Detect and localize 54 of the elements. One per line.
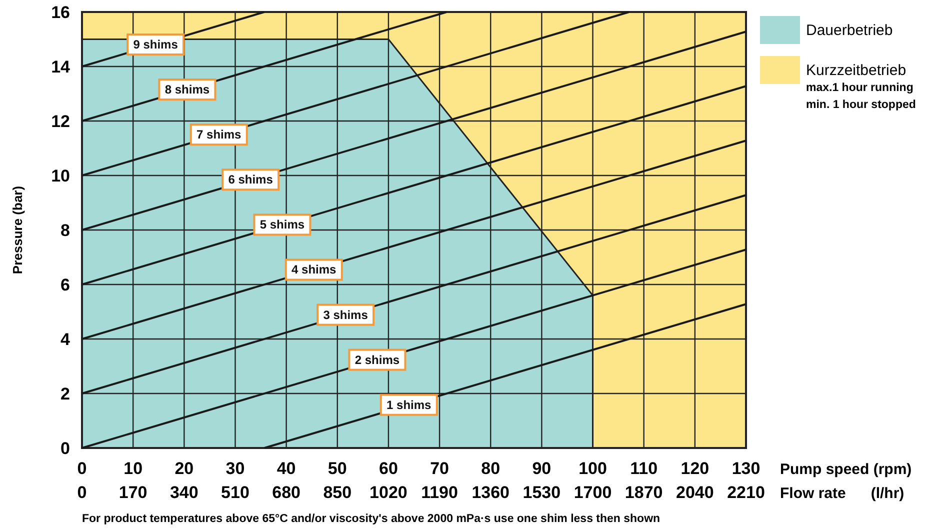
x-tick-label: 70 (430, 459, 449, 478)
series-label: 1 shims (386, 398, 432, 412)
series-label: 6 shims (228, 172, 274, 187)
x2-tick-label: 1190 (421, 483, 458, 502)
x-tick-label: 0 (77, 459, 87, 478)
x2-tick-label: 680 (272, 483, 300, 502)
x-tick-label: 10 (124, 459, 143, 478)
y-tick-label: 8 (60, 221, 70, 240)
x2-tick-label: 850 (323, 483, 352, 502)
y-tick-label: 12 (51, 112, 70, 131)
y-tick-label: 6 (60, 276, 70, 294)
x2-tick-label: 0 (77, 483, 87, 502)
x2-tick-label: 170 (118, 483, 148, 502)
x2-tick-label: 1870 (624, 483, 663, 502)
x2-tick-label: 1360 (472, 483, 510, 502)
x-tick-label: 40 (276, 459, 296, 478)
x2-tick-label: 510 (221, 483, 250, 502)
y-tick-label: 16 (51, 3, 70, 22)
x-tick-label: 80 (481, 459, 500, 478)
y-axis-title: Pressure (bar) (10, 186, 25, 274)
x-tick-label: 120 (680, 459, 710, 478)
y-tick-label: 14 (51, 58, 71, 76)
x-tick-label: 50 (328, 459, 347, 478)
x2-tick-label: 340 (170, 483, 198, 502)
legend-label: Dauerbetrieb (806, 22, 893, 39)
legend-label: Kurzzeitbetrieb (806, 62, 906, 79)
x2-tick-label: 1700 (574, 483, 612, 502)
series-label: 4 shims (292, 262, 337, 277)
y-tick-label: 2 (60, 384, 70, 404)
y-tick-label: 10 (51, 166, 70, 186)
y-tick-label: 4 (60, 330, 71, 349)
text: min. 1 hour stopped (806, 99, 916, 111)
x2-tick-label: 2040 (676, 483, 714, 502)
x-tick-label: 60 (379, 459, 398, 478)
series-label: 7 shims (196, 128, 242, 142)
series-label: 9 shims (133, 38, 178, 52)
series-label: 2 shims (354, 352, 400, 367)
x2-tick-label: 1020 (370, 483, 408, 502)
text: max.1 hour running (806, 82, 914, 94)
x2-tick-label: 1530 (522, 483, 561, 502)
x2-tick-label: 2210 (727, 483, 765, 502)
x-tick-label: 130 (732, 459, 760, 478)
x-tick-label: 20 (174, 459, 194, 478)
x-tick-label: 30 (226, 459, 245, 478)
text: For product temperatures above 65°C and/or viscosity's above 2000 mPa·s use one shim less then shown (82, 513, 660, 525)
x-axis-title: Pump speed (rpm) (780, 461, 912, 478)
x-tick-label: 100 (578, 459, 607, 478)
y-tick-label: 0 (60, 439, 70, 458)
series-label: 3 shims (323, 308, 368, 322)
series-label: 5 shims (260, 218, 305, 232)
series-label: 8 shims (164, 82, 210, 97)
x-tick-label: 110 (630, 459, 658, 478)
x2-axis-title: Flow rate (l/hr) (780, 485, 904, 502)
x-tick-label: 90 (532, 459, 552, 478)
